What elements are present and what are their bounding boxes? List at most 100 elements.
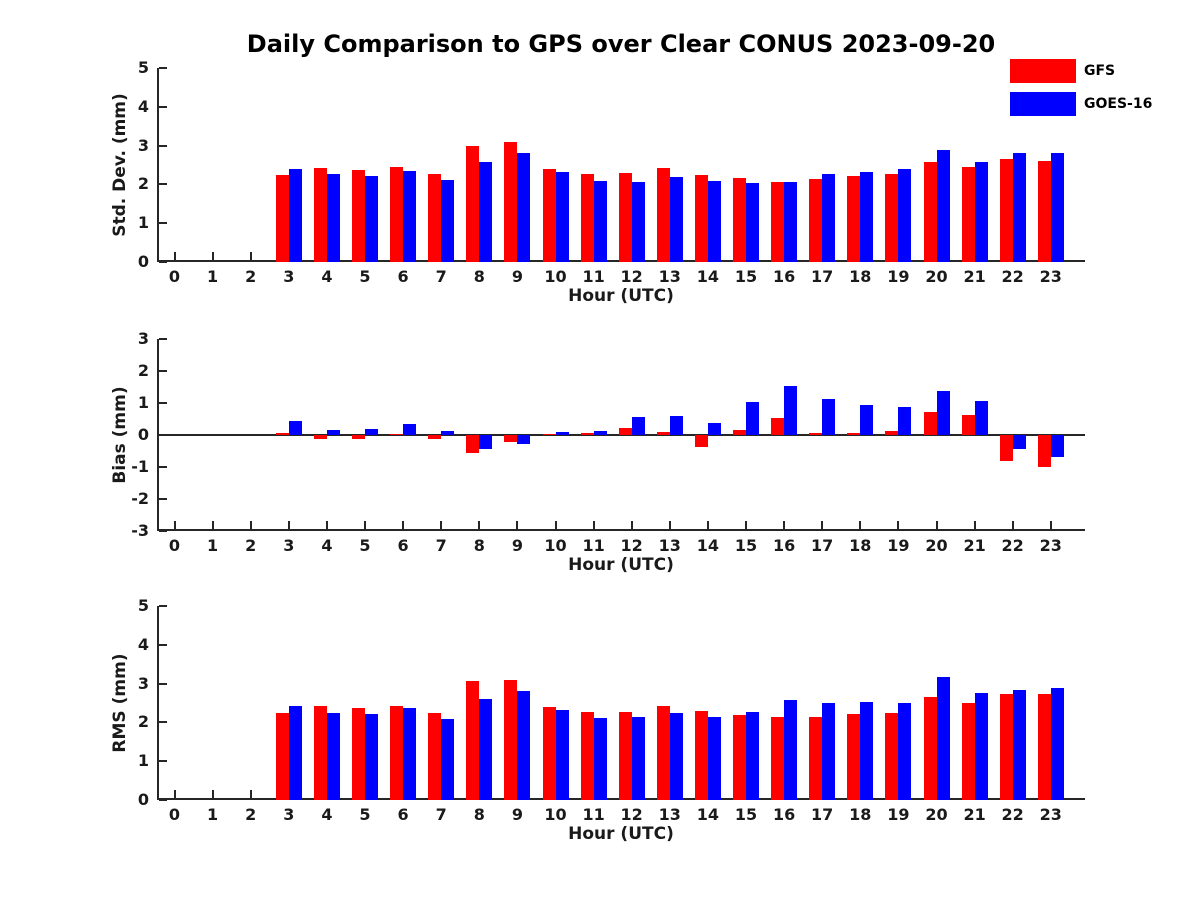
bar-gfs-hour-16: [771, 418, 785, 435]
bar-goes16-hour-14: [707, 716, 721, 800]
y-tick-label: 4: [137, 96, 149, 116]
x-tick-label: 7: [435, 267, 447, 286]
bar-goes16-hour-19: [898, 407, 912, 435]
x-tick-label: 2: [245, 536, 257, 555]
y-tick-label: 5: [137, 596, 149, 615]
x-tick-label: 1: [207, 805, 219, 824]
bar-goes16-hour-19: [898, 702, 912, 800]
bar-gfs-hour-16: [771, 181, 785, 262]
x-tick-label: 3: [283, 536, 295, 555]
bar-gfs-hour-8: [466, 681, 480, 800]
y-tick-label: 5: [137, 58, 149, 77]
y-tick-mark: [159, 530, 167, 532]
bar-goes16-hour-11: [593, 180, 607, 262]
bar-goes16-hour-6: [403, 424, 417, 435]
x-tick-label: 1: [207, 267, 219, 286]
bar-gfs-hour-12: [618, 172, 632, 262]
x-tick-mark: [668, 521, 671, 529]
x-tick-label: 22: [1001, 267, 1024, 286]
x-tick-label: 11: [582, 536, 605, 555]
bar-goes16-hour-22: [1012, 435, 1026, 449]
y-axis-spine: [157, 68, 159, 262]
x-tick-label: 19: [887, 267, 910, 286]
bar-gfs-hour-6: [390, 167, 404, 262]
y-tick-mark: [159, 338, 167, 340]
x-tick-label: 12: [620, 805, 643, 824]
bar-gfs-hour-22: [999, 435, 1013, 462]
x-tick-label: 0: [168, 536, 181, 555]
x-tick-label: 22: [1001, 536, 1024, 555]
x-tick-label: 5: [359, 536, 371, 555]
bar-goes16-hour-10: [555, 709, 569, 800]
x-tick-label: 2: [245, 805, 257, 824]
x-tick-label: 18: [849, 267, 872, 286]
bar-gfs-hour-16: [771, 716, 785, 800]
x-tick-mark: [630, 521, 633, 529]
x-tick-mark: [1011, 521, 1014, 529]
bar-goes16-hour-17: [822, 398, 836, 435]
x-tick-label: 8: [473, 805, 485, 824]
bar-gfs-hour-3: [275, 432, 289, 435]
bar-gfs-hour-17: [809, 432, 823, 435]
x-tick-label: 11: [582, 805, 605, 824]
x-tick-mark: [935, 521, 938, 529]
bar-goes16-hour-4: [326, 430, 340, 435]
x-tick-label: 19: [887, 536, 910, 555]
bar-goes16-hour-12: [631, 416, 645, 435]
y-tick-label: -2: [131, 489, 149, 508]
bar-goes16-hour-9: [517, 691, 531, 800]
legend-item-goes16: GOES-16: [1010, 92, 1152, 116]
bar-gfs-hour-23: [1037, 161, 1051, 262]
bar-gfs-hour-17: [809, 179, 823, 262]
bar-goes16-hour-7: [441, 431, 455, 435]
x-tick-label: 21: [963, 536, 986, 555]
y-tick-label: 3: [137, 135, 149, 155]
x-tick-label: 5: [359, 267, 371, 286]
plot-area-bias: 3 2 1 0 -1 -2 -3 0 1 2 3 4 5 6 7 8 9 10 11 12 13 14 15 16 17 18 19…: [131, 329, 1085, 555]
bar-gfs-hour-18: [847, 175, 861, 262]
bar-goes16-hour-3: [288, 168, 302, 262]
bar-gfs-hour-5: [352, 435, 365, 439]
bar-gfs-hour-17: [809, 717, 823, 800]
x-tick-label: 6: [397, 805, 409, 824]
x-axis-spine: [157, 529, 1085, 531]
bar-gfs-hour-11: [580, 712, 594, 800]
bar-gfs-hour-10: [542, 168, 556, 262]
x-tick-mark: [973, 521, 976, 529]
x-tick-label: 7: [435, 805, 447, 824]
x-tick-label: 16: [772, 805, 796, 824]
bar-goes16-hour-13: [669, 713, 683, 800]
bar-gfs-hour-13: [656, 705, 670, 800]
y-tick-mark: [159, 605, 167, 607]
x-tick-mark: [325, 521, 328, 529]
y-axis-spine: [157, 606, 159, 800]
y-tick-mark: [159, 434, 167, 436]
y-tick-label: 1: [137, 751, 149, 771]
bar-goes16-hour-5: [365, 429, 378, 435]
bar-gfs-hour-21: [961, 166, 975, 262]
x-tick-label: 10: [544, 267, 567, 286]
x-tick-label: 18: [849, 536, 872, 555]
x-tick-mark: [859, 521, 862, 529]
x-tick-mark: [592, 521, 595, 529]
bar-gfs-hour-19: [885, 712, 899, 800]
legend-swatch-gfs: [1010, 59, 1076, 83]
legend: GFS GOES-16: [1010, 59, 1152, 125]
x-tick-label: 19: [887, 805, 910, 824]
x-axis-label-bias: Hour (UTC): [568, 555, 674, 575]
x-tick-label: 23: [1039, 805, 1062, 824]
bar-goes16-hour-22: [1012, 690, 1026, 800]
y-tick-mark: [159, 183, 167, 186]
x-tick-label: 9: [511, 536, 523, 555]
bar-gfs-hour-9: [504, 680, 518, 800]
bar-gfs-hour-5: [352, 708, 365, 800]
y-tick-label: 1: [137, 213, 149, 233]
bar-goes16-hour-20: [936, 677, 950, 800]
x-tick-label: 6: [397, 267, 409, 286]
x-tick-mark: [478, 521, 481, 529]
bar-goes16-hour-21: [974, 161, 988, 262]
bar-gfs-hour-9: [504, 142, 518, 262]
x-tick-label: 20: [925, 267, 948, 286]
bar-goes16-hour-20: [936, 390, 950, 435]
y-tick-label: 4: [137, 634, 149, 654]
